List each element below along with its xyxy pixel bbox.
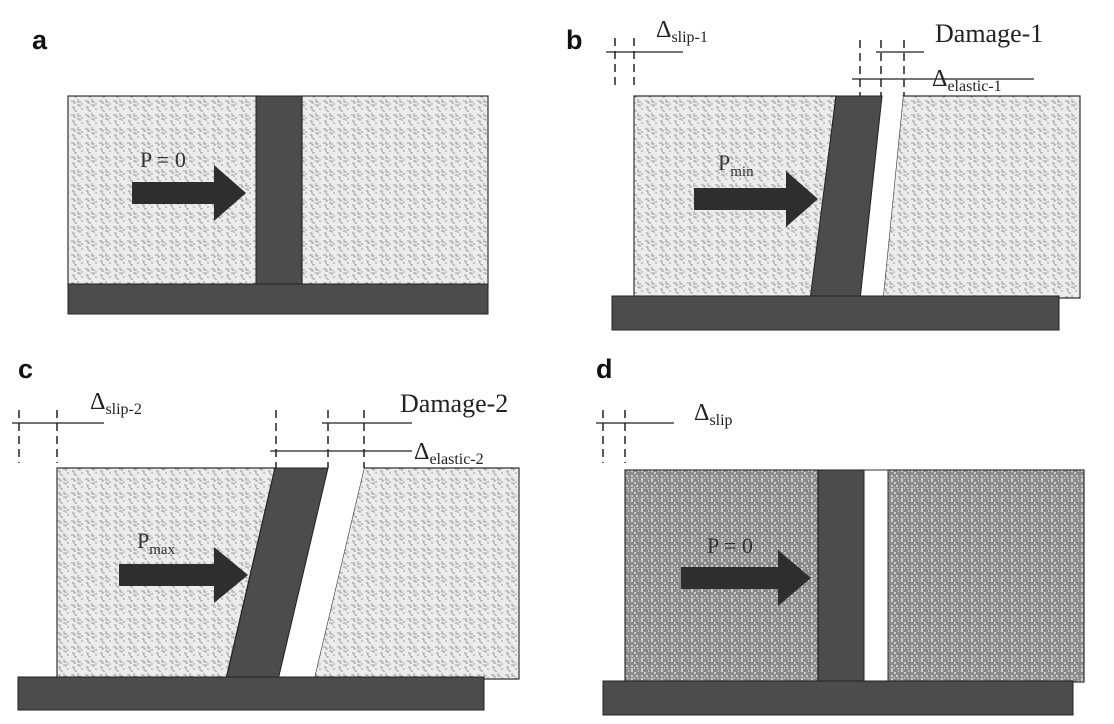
panel-a: a P = 0: [32, 25, 489, 315]
gap: [862, 96, 903, 298]
load-label: Pmin: [718, 150, 754, 180]
steel-flange: [611, 295, 1060, 331]
gap: [863, 469, 889, 683]
panel-b: b Δslip-1 Damage-1 Δelastic-1 Pmin: [566, 17, 1081, 331]
concrete-block-right: [882, 95, 1081, 299]
panel-letter-c: c: [18, 354, 33, 384]
panel-letter-a: a: [32, 25, 48, 55]
steel-flange: [602, 680, 1074, 716]
gap: [278, 468, 364, 679]
concrete-block-right: [887, 469, 1085, 683]
steel-flange: [67, 283, 489, 315]
panel-letter-d: d: [596, 354, 613, 384]
slip-label: Δslip-2: [90, 389, 142, 418]
panel-c: c Δslip-2 Damage-2 Δelastic-2 Pmax: [12, 354, 520, 711]
slip-label: Δslip: [694, 400, 733, 429]
load-arrow: [119, 547, 248, 603]
load-label: Pmax: [137, 528, 176, 558]
elastic-label: Δelastic-2: [414, 439, 484, 468]
elastic-label: Δelastic-1: [932, 66, 1002, 95]
load-arrow: [132, 165, 246, 221]
panel-letter-b: b: [566, 25, 583, 55]
damage-label: Damage-2: [400, 389, 508, 418]
steel-connector-web: [255, 95, 303, 289]
load-arrow: [681, 550, 811, 606]
load-arrow: [694, 171, 818, 227]
load-label: P = 0: [707, 533, 753, 558]
steel-connector-web: [817, 469, 865, 684]
panel-d: d Δslip P = 0: [596, 354, 1085, 716]
load-label: P = 0: [140, 147, 186, 172]
concrete-block-right: [301, 95, 489, 287]
damage-label: Damage-1: [935, 19, 1043, 48]
slip-label: Δslip-1: [656, 17, 708, 46]
steel-flange: [17, 676, 485, 711]
